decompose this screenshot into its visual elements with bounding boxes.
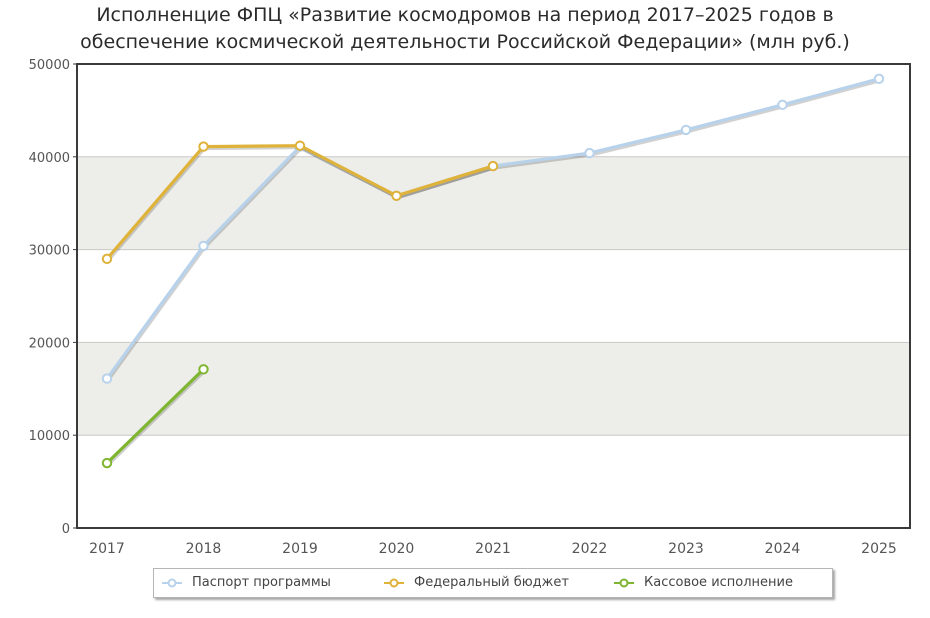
- series-lines: [101, 73, 885, 469]
- legend-marker-federal: [384, 578, 404, 587]
- series-line-shadow-cash: [106, 370, 206, 467]
- y-tick-label: 10000: [29, 429, 70, 444]
- gridlines: [77, 63, 910, 529]
- legend: Паспорт программы Федеральный бюджет Кас…: [153, 568, 833, 598]
- legend-marker-passport: [162, 578, 182, 587]
- legend-item-cash[interactable]: Кассовое исполнение: [614, 575, 793, 590]
- x-tick-label: 2020: [379, 541, 415, 557]
- data-point-passport[interactable]: [680, 124, 692, 136]
- data-point-federal[interactable]: [294, 140, 306, 151]
- y-tick-label: 30000: [29, 244, 70, 259]
- data-point-passport[interactable]: [198, 240, 209, 252]
- data-point-federal[interactable]: [391, 190, 402, 201]
- data-point-cash[interactable]: [101, 457, 113, 469]
- data-point-passport[interactable]: [873, 73, 885, 85]
- legend-label-passport: Паспорт программы: [192, 575, 331, 590]
- x-tick-label: 2022: [572, 541, 608, 557]
- x-tick-label: 2017: [89, 541, 125, 557]
- data-point-federal[interactable]: [198, 141, 209, 152]
- band-10000: [77, 342, 910, 436]
- x-tick-label: 2025: [861, 541, 897, 557]
- y-axis-ticks: 0 10000 20000 30000 40000 50000: [29, 58, 77, 537]
- x-tick-label: 2019: [282, 541, 318, 557]
- y-tick-label: 20000: [29, 336, 70, 351]
- data-point-federal[interactable]: [101, 253, 113, 265]
- chart-title-line-2: обеспечение космической деятельности Рос…: [80, 31, 850, 53]
- series-cash: [101, 364, 209, 469]
- series-line-cash: [105, 368, 205, 465]
- data-point-federal[interactable]: [487, 160, 499, 172]
- x-tick-label: 2021: [475, 541, 511, 557]
- chart-title: Исполненцие ФПЦ «Развитие космодромов на…: [0, 2, 930, 56]
- data-point-passport[interactable]: [777, 99, 788, 111]
- x-tick-label: 2023: [668, 541, 704, 557]
- x-axis-ticks: 2017 2018 2019 2020 2021 2022 2023 2024 2025: [89, 541, 897, 557]
- chart-title-line-1: Исполненцие ФПЦ «Развитие космодромов на…: [96, 4, 834, 26]
- x-tick-label: 2024: [765, 541, 801, 557]
- background-bands: [77, 156, 910, 436]
- data-point-cash[interactable]: [198, 364, 209, 375]
- legend-label-cash: Кассовое исполнение: [644, 575, 793, 590]
- legend-item-federal[interactable]: Федеральный бюджет: [384, 575, 569, 590]
- plot-frame: [76, 63, 911, 529]
- legend-label-federal: Федеральный бюджет: [414, 575, 569, 590]
- data-point-passport[interactable]: [101, 373, 113, 384]
- legend-item-passport[interactable]: Паспорт программы: [162, 575, 331, 590]
- y-tick-label: 0: [62, 522, 70, 537]
- x-tick-label: 2018: [186, 541, 222, 557]
- data-point-passport[interactable]: [584, 147, 595, 159]
- series-federal: [101, 140, 499, 265]
- y-tick-label: 50000: [29, 58, 70, 73]
- legend-marker-cash: [614, 578, 634, 587]
- y-tick-label: 40000: [29, 151, 70, 166]
